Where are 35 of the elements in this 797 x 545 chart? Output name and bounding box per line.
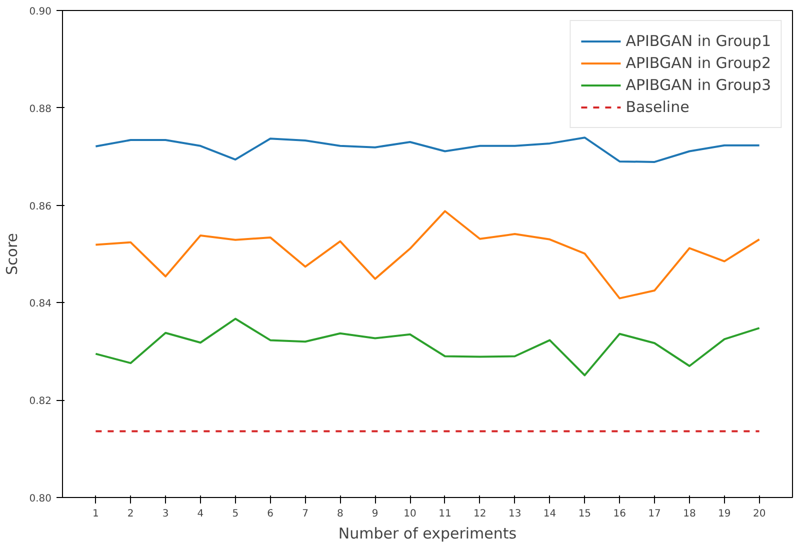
x-tick-label: 9 <box>372 508 378 520</box>
legend-label: APIBGAN in Group2 <box>626 54 771 72</box>
x-tick-label: 12 <box>474 508 486 520</box>
y-tick-label: 0.82 <box>29 396 52 408</box>
legend-label: Baseline <box>626 98 690 116</box>
y-tick-label: 0.84 <box>29 298 52 310</box>
x-tick-label: 1 <box>92 508 99 520</box>
line-series <box>94 136 760 163</box>
y-axis-title: Score <box>3 232 22 276</box>
x-tick-label: 18 <box>683 508 696 520</box>
x-tick-label: 7 <box>302 508 308 520</box>
x-tick-label: 15 <box>578 508 592 520</box>
x-tick-label: 8 <box>337 508 344 520</box>
line-series <box>94 210 760 300</box>
y-tick-label: 0.88 <box>29 104 52 115</box>
x-tick-label: 6 <box>267 508 274 520</box>
x-tick-label: 13 <box>508 508 522 520</box>
x-tick-label: 20 <box>752 508 766 520</box>
y-tick-label: 0.86 <box>29 201 52 212</box>
line-series <box>94 318 760 376</box>
x-axis-title: Number of experiments <box>338 524 517 542</box>
x-tick-label: 11 <box>438 508 452 520</box>
x-tick-label: 5 <box>232 508 239 520</box>
x-tick-label: 17 <box>648 508 661 520</box>
y-tick-label: 0.90 <box>29 6 52 18</box>
legend-label: APIBGAN in Group1 <box>626 32 771 50</box>
x-tick-label: 4 <box>197 508 204 520</box>
x-tick-label: 3 <box>162 508 169 520</box>
x-tick-label: 16 <box>613 508 626 520</box>
x-tick-label: 14 <box>543 508 556 520</box>
x-tick-label: 19 <box>718 508 731 520</box>
legend-label: APIBGAN in Group3 <box>626 76 771 94</box>
x-tick-label: 10 <box>404 508 416 520</box>
y-tick-label: 0.80 <box>29 494 52 504</box>
x-tick-label: 2 <box>127 508 134 520</box>
